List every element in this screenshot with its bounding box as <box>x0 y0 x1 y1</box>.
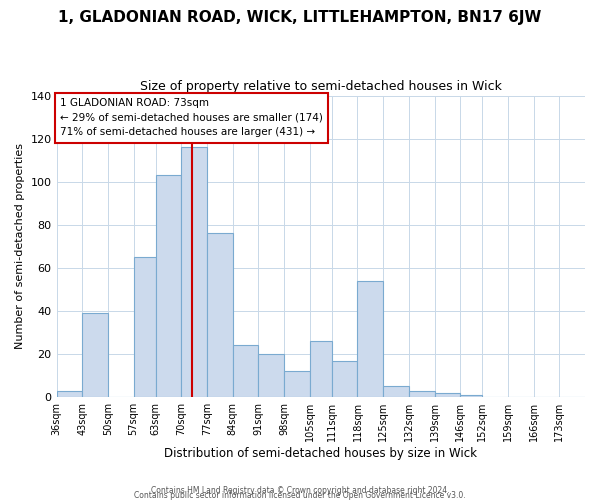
Y-axis label: Number of semi-detached properties: Number of semi-detached properties <box>15 144 25 350</box>
Title: Size of property relative to semi-detached houses in Wick: Size of property relative to semi-detach… <box>140 80 502 93</box>
Bar <box>358 281 383 397</box>
Bar <box>383 386 409 397</box>
Text: 1 GLADONIAN ROAD: 73sqm
← 29% of semi-detached houses are smaller (174)
71% of s: 1 GLADONIAN ROAD: 73sqm ← 29% of semi-de… <box>60 98 323 138</box>
Text: Contains public sector information licensed under the Open Government Licence v3: Contains public sector information licen… <box>134 491 466 500</box>
Text: 1, GLADONIAN ROAD, WICK, LITTLEHAMPTON, BN17 6JW: 1, GLADONIAN ROAD, WICK, LITTLEHAMPTON, … <box>58 10 542 25</box>
Bar <box>310 341 332 397</box>
Bar <box>134 257 155 397</box>
Bar <box>409 390 434 397</box>
Bar <box>233 346 259 397</box>
Text: Contains HM Land Registry data © Crown copyright and database right 2024.: Contains HM Land Registry data © Crown c… <box>151 486 449 495</box>
Bar <box>82 313 108 397</box>
Bar <box>155 176 181 397</box>
Bar <box>181 148 207 397</box>
Bar <box>284 372 310 397</box>
Bar <box>332 360 358 397</box>
Bar <box>56 390 82 397</box>
Bar <box>460 395 482 397</box>
Bar <box>207 234 233 397</box>
Bar <box>434 393 460 397</box>
X-axis label: Distribution of semi-detached houses by size in Wick: Distribution of semi-detached houses by … <box>164 447 477 460</box>
Bar <box>259 354 284 397</box>
